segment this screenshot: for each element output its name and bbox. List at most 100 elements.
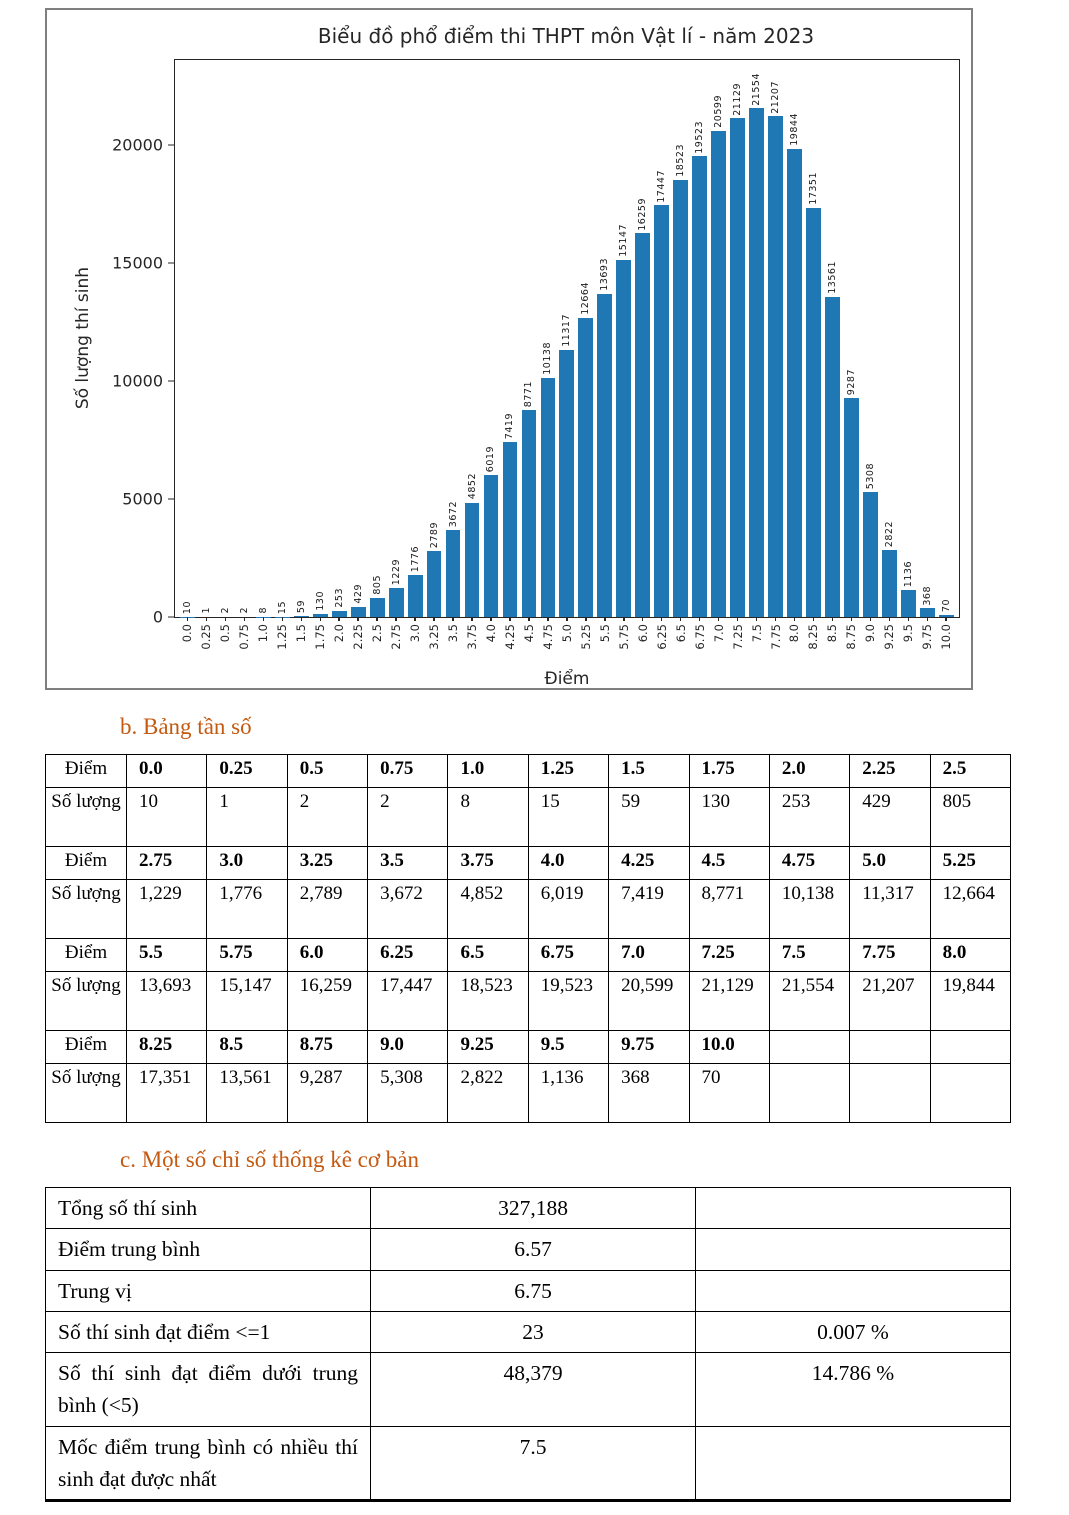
bar-value-label: 4852: [467, 473, 478, 499]
bar-value-label: 19523: [694, 121, 705, 154]
freq-score-cell: 0.25: [207, 755, 287, 788]
x-tick-label: 7.5: [750, 624, 764, 642]
bar-group-0.25: 1: [197, 60, 216, 617]
x-tick-5.5: 5.5: [595, 617, 614, 650]
freq-count-cell: 12,664: [930, 880, 1010, 939]
tick-mark: [832, 617, 834, 621]
tick-mark: [357, 617, 359, 621]
bar: [806, 208, 821, 618]
chart-title: Biểu đồ phổ điểm thi THPT môn Vật lí - n…: [172, 24, 960, 48]
x-tick-label: 5.5: [598, 624, 612, 642]
freq-score-cell: 3.75: [448, 847, 528, 880]
bar: [597, 294, 612, 617]
bar: [920, 608, 935, 617]
freq-score-row-label: Điểm: [46, 755, 127, 788]
freq-count-cell: [769, 1064, 849, 1123]
freq-score-cell: 9.0: [368, 1031, 448, 1064]
bar-group-9.75: 368: [918, 60, 937, 617]
bar-group-0.75: 2: [235, 60, 254, 617]
bar-value-label: 70: [941, 599, 952, 612]
freq-count-cell: 6,019: [528, 880, 608, 939]
tick-mark: [244, 617, 246, 621]
tick-mark: [718, 617, 720, 621]
bar-value-label: 805: [372, 575, 383, 595]
x-tick-6.25: 6.25: [652, 617, 671, 650]
x-tick-5.75: 5.75: [614, 617, 633, 650]
bar-group-8.5: 13561: [823, 60, 842, 617]
x-tick-1.75: 1.75: [311, 617, 330, 650]
bar-group-6.25: 17447: [652, 60, 671, 617]
tick-mark: [433, 617, 435, 621]
bar-value-label: 1776: [410, 546, 421, 572]
bar-value-label: 9287: [846, 369, 857, 395]
freq-count-cell: 13,561: [207, 1064, 287, 1123]
stats-label: Điểm trung bình: [46, 1229, 371, 1270]
stats-label: Mốc điểm trung bình có nhiều thí sinh đạ…: [46, 1426, 371, 1501]
freq-count-cell: 13,693: [127, 972, 207, 1031]
freq-score-cell: 9.25: [448, 1031, 528, 1064]
bar: [484, 475, 499, 617]
freq-score-cell: 5.5: [127, 939, 207, 972]
freq-count-row-label: Số lượng: [46, 1064, 127, 1123]
x-tick-0.0: 0.0: [178, 617, 197, 650]
x-tick-9.5: 9.5: [899, 617, 918, 650]
stats-label: Tổng số thí sinh: [46, 1188, 371, 1229]
freq-score-cell: 2.75: [127, 847, 207, 880]
tick-mark: [320, 617, 322, 621]
x-tick-label: 5.25: [579, 624, 593, 650]
tick-mark: [187, 617, 189, 621]
freq-count-cell: 1,136: [528, 1064, 608, 1123]
freq-count-cell: 2: [368, 788, 448, 847]
bar: [522, 410, 537, 617]
bar: [711, 131, 726, 617]
freq-count-cell: 19,523: [528, 972, 608, 1031]
bar-group-10.0: 70: [937, 60, 956, 617]
bar-group-6.5: 18523: [671, 60, 690, 617]
bar: [692, 156, 707, 617]
tick-mark: [680, 617, 682, 621]
stats-value: 327,188: [371, 1188, 696, 1229]
freq-score-cell: 3.5: [368, 847, 448, 880]
freq-count-cell: 21,129: [689, 972, 769, 1031]
tick-mark: [945, 617, 947, 621]
freq-score-cell: 1.5: [609, 755, 689, 788]
bar-group-4.5: 8771: [519, 60, 538, 617]
tick-mark: [794, 617, 796, 621]
x-tick-label: 4.75: [541, 624, 555, 650]
bar: [635, 233, 650, 617]
stats-percent: 0.007 %: [696, 1311, 1011, 1352]
bar: [408, 575, 423, 617]
x-tick-label: 9.0: [863, 624, 877, 642]
tick-mark: [168, 616, 175, 618]
x-tick-9.25: 9.25: [880, 617, 899, 650]
tick-mark: [623, 617, 625, 621]
freq-score-cell: 1.0: [448, 755, 528, 788]
x-tick-label: 2.5: [370, 624, 384, 642]
x-tick-10.0: 10.0: [937, 617, 956, 650]
bar-value-label: 2: [220, 607, 231, 614]
bar-group-9.25: 2822: [880, 60, 899, 617]
freq-count-row-label: Số lượng: [46, 788, 127, 847]
x-tick-8.75: 8.75: [842, 617, 861, 650]
tick-mark: [737, 617, 739, 621]
freq-count-row-label: Số lượng: [46, 972, 127, 1031]
x-tick-label: 9.5: [901, 624, 915, 642]
bar-value-label: 2822: [884, 521, 895, 547]
bar-group-2.25: 429: [349, 60, 368, 617]
tick-mark: [282, 617, 284, 621]
tick-mark: [471, 617, 473, 621]
bar: [901, 590, 916, 617]
x-tick-label: 3.75: [465, 624, 479, 650]
bar-group-7.0: 20599: [709, 60, 728, 617]
bar: [465, 503, 480, 618]
freq-count-cell: 10,138: [769, 880, 849, 939]
freq-count-cell: 1: [207, 788, 287, 847]
bar: [673, 180, 688, 617]
freq-count-cell: 4,852: [448, 880, 528, 939]
x-tick-6.75: 6.75: [690, 617, 709, 650]
bar-group-8.0: 19844: [785, 60, 804, 617]
x-tick-2.25: 2.25: [349, 617, 368, 650]
bar-value-label: 15: [277, 601, 288, 614]
